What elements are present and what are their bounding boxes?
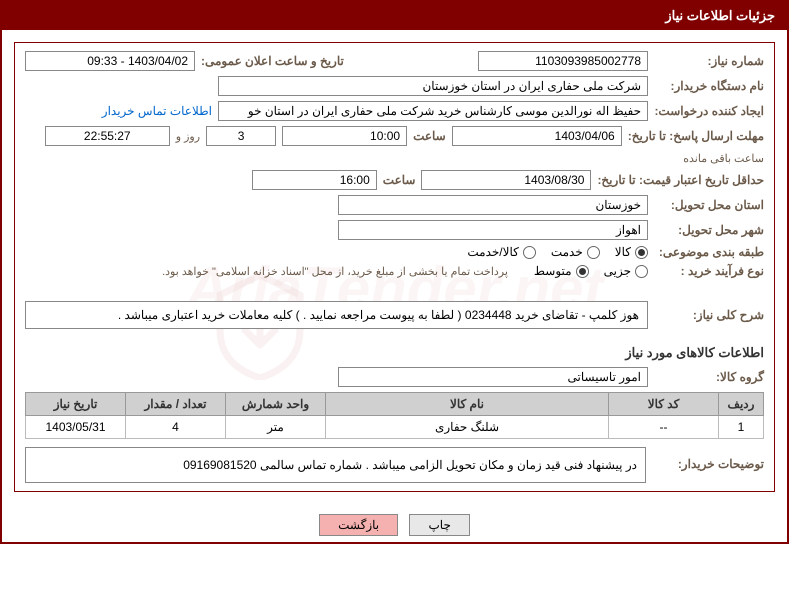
overview-label: شرح کلی نیاز: [654, 308, 764, 322]
goods-table: ردیف کد کالا نام کالا واحد شمارش تعداد /… [25, 392, 764, 439]
table-row: 1 -- شلنگ حفاری متر 4 1403/05/31 [26, 416, 764, 439]
goods-group-value: امور تاسیساتی [338, 367, 648, 387]
category-radio-group: کالا خدمت کالا/خدمت [467, 245, 648, 259]
payment-note: پرداخت تمام یا بخشی از مبلغ خرید، از محل… [162, 265, 508, 278]
radio-service-label: خدمت [551, 245, 583, 259]
announce-value: 1403/04/02 - 09:33 [25, 51, 195, 71]
category-label: طبقه بندی موضوعی: [654, 245, 764, 259]
panel-header: جزئیات اطلاعات نیاز [2, 2, 787, 30]
countdown-timer: 22:55:27 [45, 126, 170, 146]
price-valid-date: 1403/08/30 [421, 170, 591, 190]
radio-small[interactable] [635, 265, 648, 278]
price-valid-label: حداقل تاریخ اعتبار قیمت: تا تاریخ: [597, 173, 764, 187]
button-row: چاپ بازگشت [2, 504, 787, 542]
city-value: اهواز [338, 220, 648, 240]
th-unit: واحد شمارش [226, 393, 326, 416]
content-area: شماره نیاز: 1103093985002778 تاریخ و ساع… [14, 42, 775, 492]
resp-deadline-label: مهلت ارسال پاسخ: تا تاریخ: [628, 129, 764, 143]
print-button[interactable]: چاپ [409, 514, 469, 536]
process-label: نوع فرآیند خرید : [654, 264, 764, 278]
contact-link[interactable]: اطلاعات تماس خریدار [102, 104, 212, 118]
price-valid-time-label: ساعت [383, 173, 416, 187]
announce-label: تاریخ و ساعت اعلان عمومی: [201, 54, 344, 68]
th-name: نام کالا [326, 393, 609, 416]
city-label: شهر محل تحویل: [654, 223, 764, 237]
th-row: ردیف [719, 393, 764, 416]
price-valid-time: 16:00 [252, 170, 377, 190]
radio-service[interactable] [587, 246, 600, 259]
td-code: -- [609, 416, 719, 439]
buyer-note-text: در پیشنهاد فنی قید زمان و مکان تحویل الز… [25, 447, 646, 483]
requester-label: ایجاد کننده درخواست: [654, 104, 764, 118]
th-qty: تعداد / مقدار [126, 393, 226, 416]
td-name: شلنگ حفاری [326, 416, 609, 439]
td-qty: 4 [126, 416, 226, 439]
th-code: کد کالا [609, 393, 719, 416]
td-row: 1 [719, 416, 764, 439]
days-remaining: 3 [206, 126, 276, 146]
td-unit: متر [226, 416, 326, 439]
main-panel: جزئیات اطلاعات نیاز شماره نیاز: 11030939… [0, 0, 789, 544]
td-date: 1403/05/31 [26, 416, 126, 439]
process-radio-group: جزیی متوسط [534, 264, 648, 278]
buyer-org-value: شرکت ملی حفاری ایران در استان خوزستان [218, 76, 648, 96]
radio-small-label: جزیی [604, 264, 631, 278]
buyer-note-label: توضیحات خریدار: [654, 447, 764, 471]
resp-date: 1403/04/06 [452, 126, 622, 146]
overview-text: هوز کلمپ - تقاضای خرید 0234448 ( لطفا به… [25, 301, 648, 329]
remaining-label: ساعت باقی مانده [683, 152, 764, 165]
need-no-value: 1103093985002778 [478, 51, 648, 71]
back-button[interactable]: بازگشت [319, 514, 398, 536]
radio-medium-label: متوسط [534, 264, 572, 278]
radio-goods-label: کالا [615, 245, 631, 259]
province-value: خوزستان [338, 195, 648, 215]
radio-both-label: کالا/خدمت [467, 245, 518, 259]
radio-medium[interactable] [576, 265, 589, 278]
resp-time-label: ساعت [413, 129, 446, 143]
goods-info-title: اطلاعات کالاهای مورد نیاز [25, 345, 764, 361]
resp-time: 10:00 [282, 126, 407, 146]
radio-both[interactable] [523, 246, 536, 259]
province-label: استان محل تحویل: [654, 198, 764, 212]
need-no-label: شماره نیاز: [654, 54, 764, 68]
requester-value: حفیظ اله نورالدین موسی کارشناس خرید شرکت… [218, 101, 648, 121]
th-date: تاریخ نیاز [26, 393, 126, 416]
goods-group-label: گروه کالا: [654, 370, 764, 384]
radio-goods[interactable] [635, 246, 648, 259]
days-and-label: روز و [176, 130, 200, 143]
buyer-org-label: نام دستگاه خریدار: [654, 79, 764, 93]
